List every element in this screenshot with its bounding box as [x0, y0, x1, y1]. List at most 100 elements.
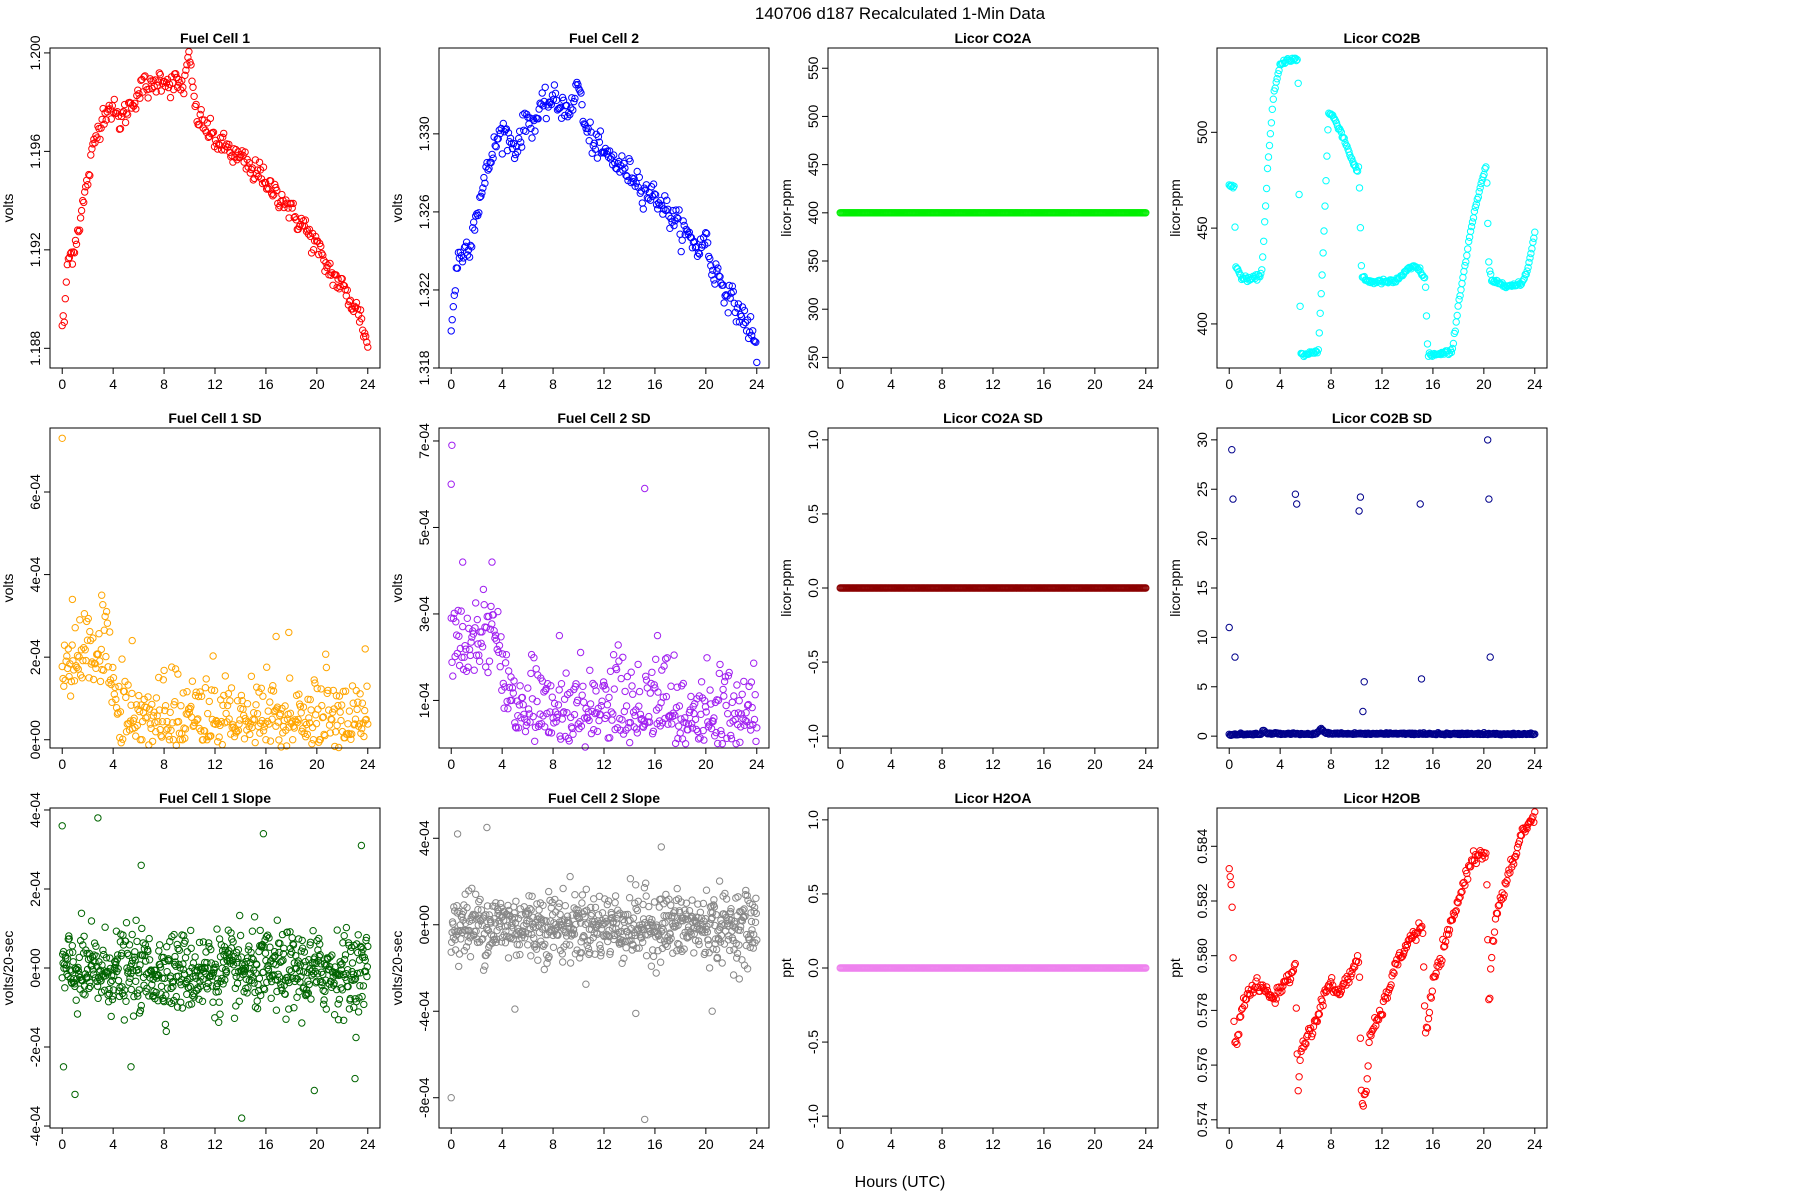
data-point	[190, 92, 198, 101]
panel-title: Licor CO2A SD	[943, 410, 1043, 426]
data-point	[576, 718, 584, 726]
data-point	[213, 925, 221, 933]
data-point	[288, 204, 296, 212]
data-point	[712, 728, 720, 737]
data-point	[1356, 1034, 1365, 1042]
data-point	[287, 199, 295, 208]
data-point	[1354, 163, 1363, 171]
data-point	[733, 304, 742, 312]
y-axis-label: licor-ppm	[1167, 559, 1183, 617]
data-point	[119, 931, 127, 939]
data-point	[530, 934, 538, 942]
x-tick-label: 8	[160, 1136, 168, 1152]
data-point	[496, 663, 504, 671]
data-point	[282, 196, 290, 204]
data-point	[259, 727, 268, 735]
data-point	[336, 708, 344, 716]
data-point	[175, 946, 184, 954]
data-point	[462, 238, 471, 246]
data-point	[479, 966, 488, 974]
data-point	[255, 974, 264, 983]
data-point	[361, 329, 369, 337]
data-point	[205, 697, 214, 706]
data-point	[348, 959, 357, 967]
data-point	[1484, 219, 1492, 228]
data-point	[1483, 179, 1491, 187]
data-point	[131, 723, 139, 732]
data-point	[1264, 153, 1273, 161]
data-point	[360, 1000, 368, 1009]
data-point	[192, 688, 200, 696]
data-point	[131, 99, 139, 108]
data-point	[264, 707, 272, 715]
data-point	[671, 711, 679, 719]
data-point	[518, 693, 527, 702]
data-point	[1363, 1075, 1371, 1083]
x-tick-label: 8	[549, 1136, 557, 1152]
data-point	[155, 69, 164, 77]
data-point	[717, 727, 725, 735]
data-point	[128, 930, 136, 939]
data-points	[1225, 808, 1539, 1110]
data-point	[540, 965, 548, 974]
data-point	[116, 125, 125, 133]
data-point	[708, 271, 716, 279]
data-point	[261, 719, 269, 727]
data-point	[737, 312, 746, 321]
data-point	[128, 636, 136, 645]
data-point	[97, 645, 106, 654]
data-point	[285, 628, 293, 637]
data-point	[476, 895, 484, 904]
data-point	[1228, 903, 1236, 911]
data-point	[235, 997, 244, 1005]
x-tick-label: 0	[58, 756, 66, 772]
data-point	[565, 737, 573, 745]
data-point	[619, 653, 627, 661]
plot-frame	[827, 47, 1159, 369]
data-point	[164, 83, 173, 92]
data-point	[335, 995, 344, 1004]
data-point	[667, 901, 675, 909]
data-point	[1340, 134, 1348, 143]
data-point	[262, 736, 270, 744]
data-point	[1294, 1087, 1302, 1095]
data-point	[246, 730, 254, 739]
data-point	[679, 679, 687, 688]
data-point	[611, 899, 619, 907]
data-point	[232, 1002, 240, 1010]
data-point	[1321, 202, 1329, 210]
data-point	[1356, 224, 1365, 232]
data-point	[562, 669, 570, 677]
x-axis: 0 4 8 12 16 20 24	[836, 748, 1154, 772]
x-tick-label: 16	[1036, 376, 1052, 392]
data-point	[210, 686, 219, 695]
data-point	[642, 672, 650, 680]
y-axis-label: volts	[389, 574, 405, 603]
data-point	[457, 607, 465, 615]
data-point	[511, 1005, 519, 1013]
x-tick-label: 12	[207, 1136, 223, 1152]
data-point	[162, 726, 171, 734]
x-tick-label: 8	[160, 756, 168, 772]
data-point	[94, 814, 102, 822]
data-point	[168, 79, 177, 87]
data-point	[708, 1007, 716, 1015]
data-point	[610, 685, 618, 693]
data-point	[1265, 141, 1274, 150]
data-point	[69, 958, 77, 966]
data-point	[1335, 124, 1344, 133]
y-axis-label: licor-ppm	[1167, 179, 1183, 237]
data-point	[361, 706, 369, 715]
data-point	[144, 693, 152, 701]
data-point	[320, 256, 328, 264]
y-axis: -1.0-0.50.00.51.0	[805, 810, 828, 1128]
y-tick-label: 500	[805, 105, 821, 129]
data-point	[334, 701, 342, 710]
data-point	[751, 337, 759, 346]
y-tick-label: 1e-04	[416, 682, 432, 718]
data-point	[249, 176, 258, 184]
